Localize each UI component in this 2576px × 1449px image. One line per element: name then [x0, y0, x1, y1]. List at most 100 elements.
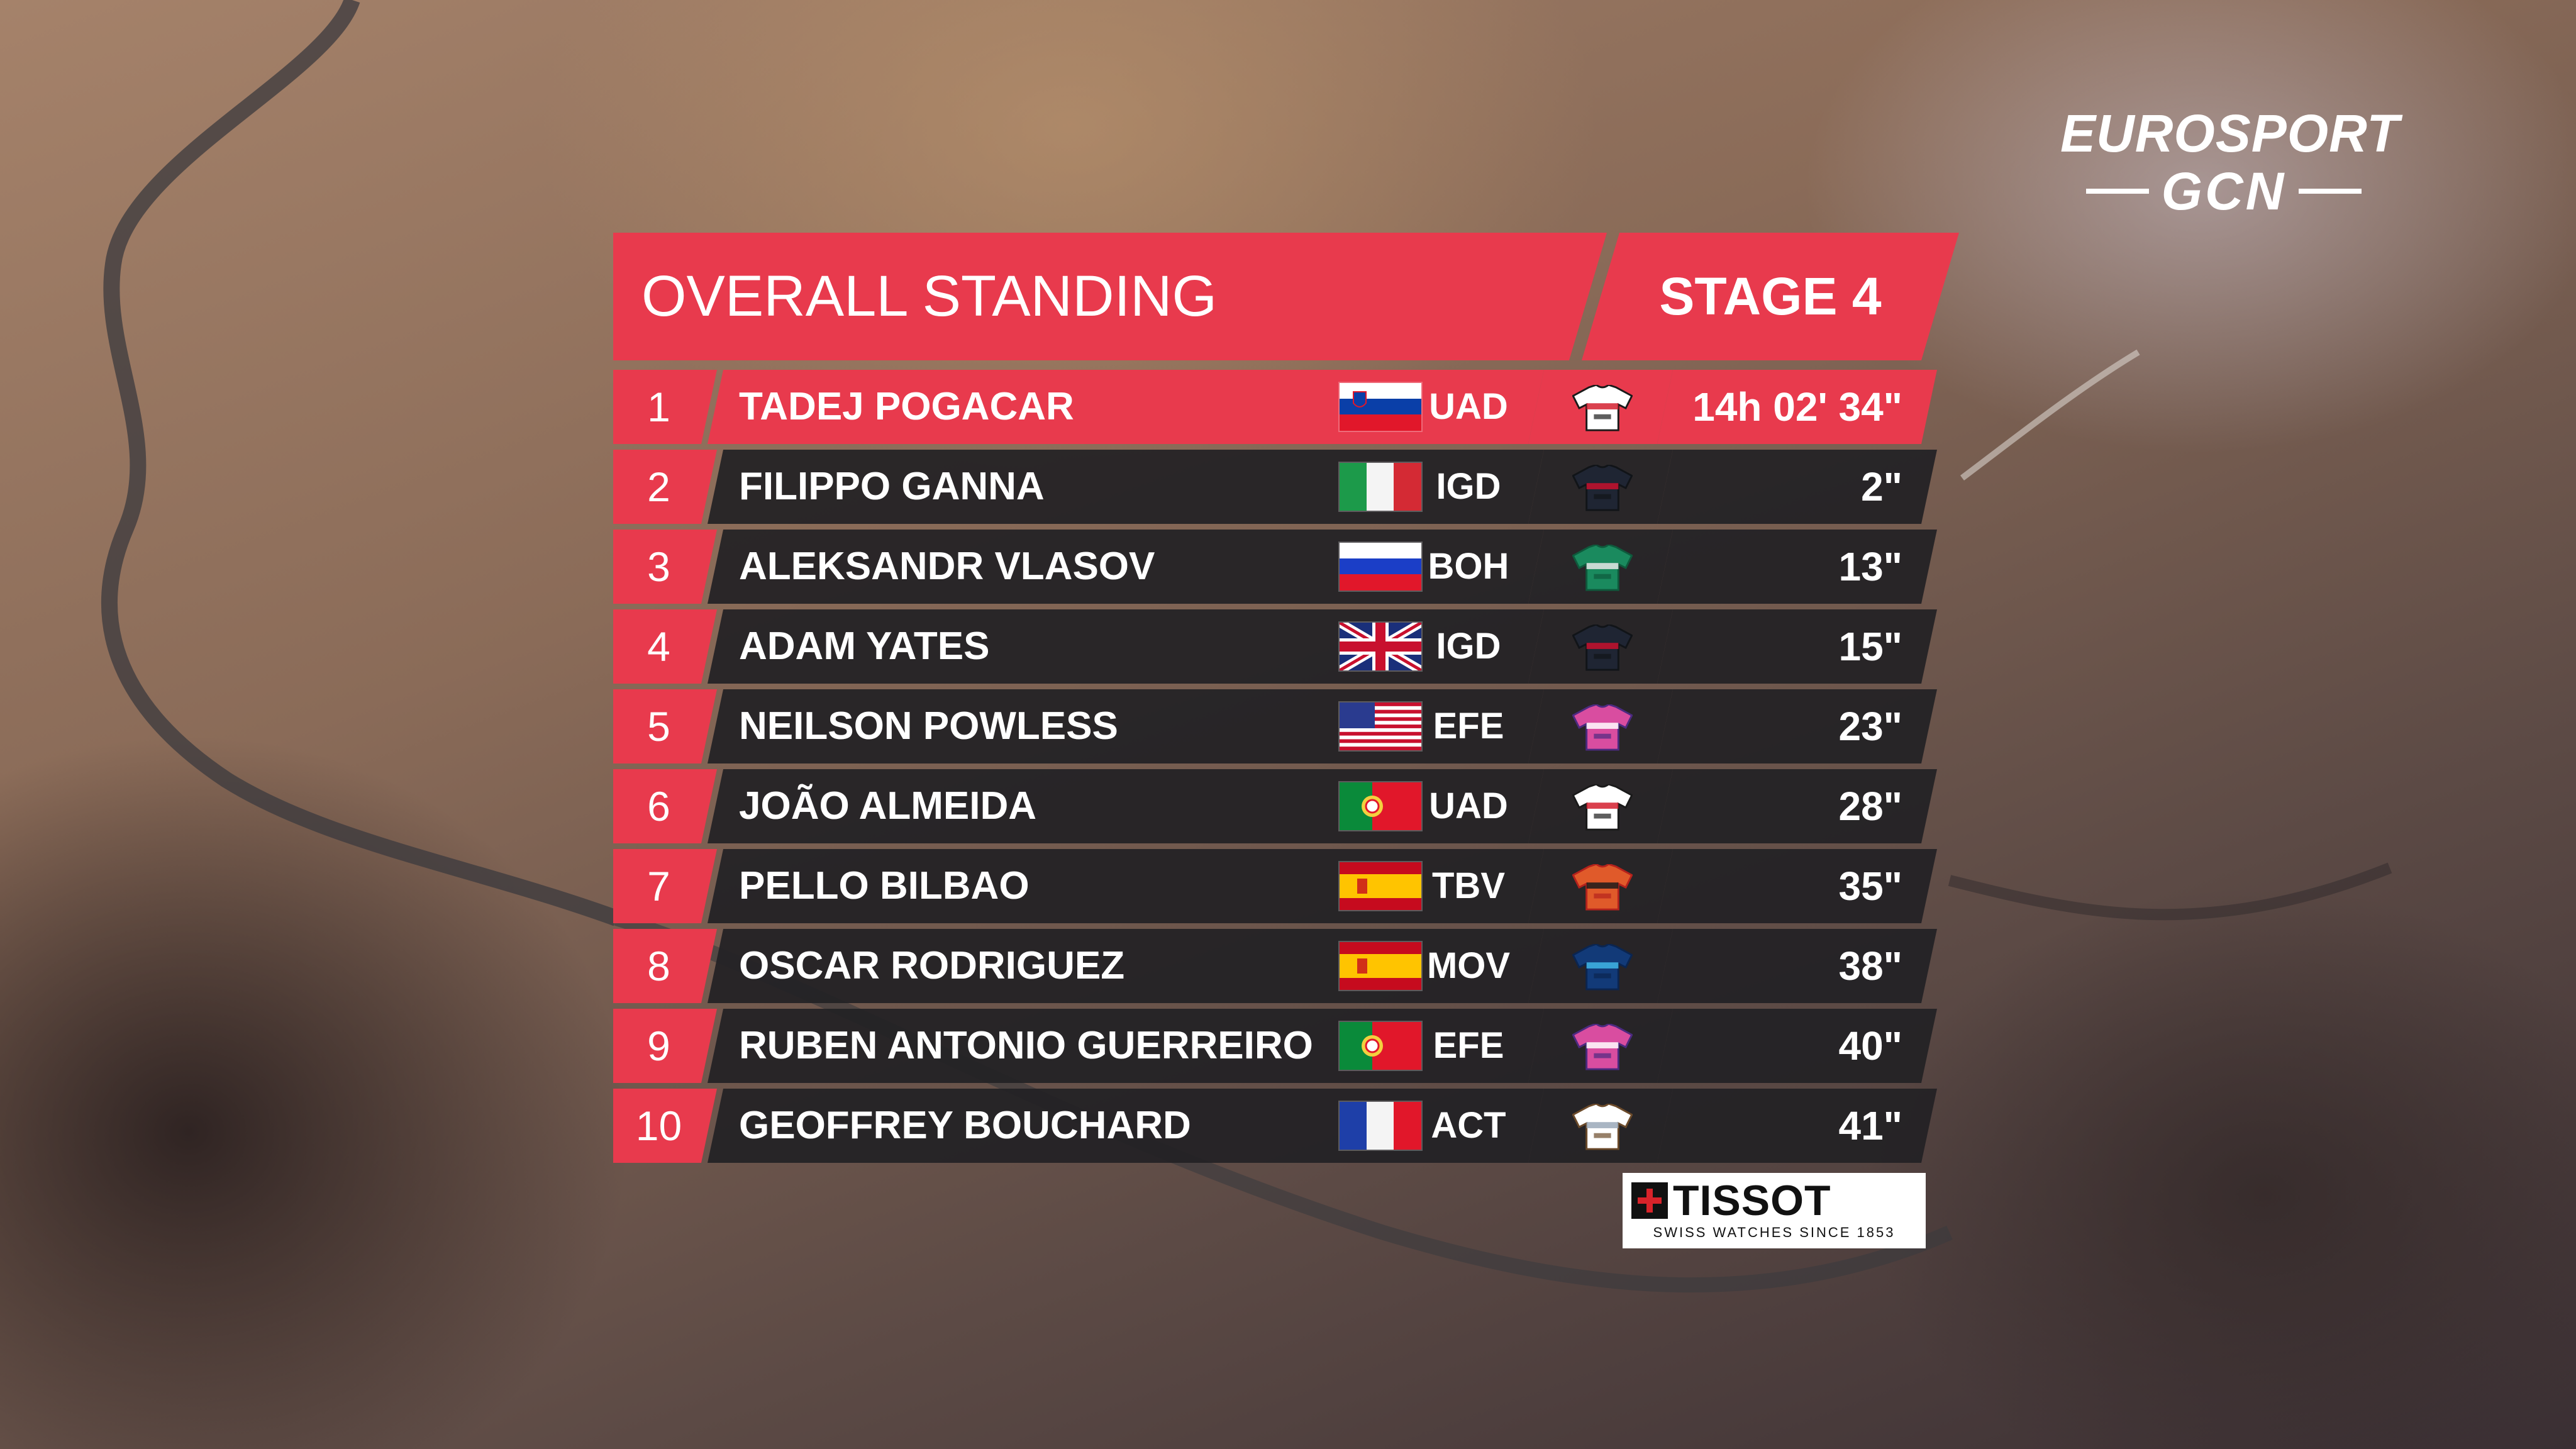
rank-number: 5 [613, 689, 717, 763]
jersey-cell [1528, 370, 1673, 444]
sponsor-logo: TISSOT SWISS WATCHES SINCE 1853 [1623, 1173, 1926, 1248]
jersey-cell [1528, 530, 1673, 604]
team-code: ACT [1431, 1105, 1506, 1146]
rank-number: 7 [613, 849, 717, 923]
standing-row: 1 TADEJ POGACAR UAD 14h 02' 34" [613, 370, 1975, 444]
jersey-uae-icon [1572, 385, 1633, 431]
jersey-bahrain-icon [1572, 864, 1633, 911]
jersey-cell [1528, 1089, 1673, 1163]
standings-header: OVERALL STANDING STAGE 4 [613, 233, 1975, 360]
time-cell: 28" [1657, 769, 1937, 843]
time-cell: 14h 02' 34" [1657, 370, 1937, 444]
stage-label: STAGE 4 [1659, 267, 1882, 326]
logo-bar-left [2085, 189, 2149, 194]
standing-row: 4 ADAM YATES IGD 15" [613, 609, 1975, 684]
rank-number: 8 [613, 929, 717, 1003]
standing-row: 5 NEILSON POWLESS EFE 23" [613, 689, 1975, 763]
rank-number: 9 [613, 1009, 717, 1083]
rider-name: OSCAR RODRIGUEZ [739, 944, 1125, 987]
jersey-cell [1528, 609, 1673, 684]
rider-name: RUBEN ANTONIO GUERREIRO [739, 1024, 1313, 1067]
team-code: IGD [1436, 466, 1501, 507]
time-gap: 14h 02' 34" [1692, 384, 1902, 430]
logo-bar-right [2299, 189, 2362, 194]
flag-usa-icon [1340, 702, 1421, 750]
time-gap: 13" [1838, 544, 1902, 589]
flag-italy-icon [1340, 463, 1421, 511]
rank-number: 1 [613, 370, 717, 444]
rank-number: 6 [613, 769, 717, 843]
jersey-cell [1528, 689, 1673, 763]
rider-name: ALEKSANDR VLASOV [739, 545, 1155, 588]
jersey-ef-icon [1572, 1024, 1633, 1070]
rider-name: FILIPPO GANNA [739, 465, 1045, 508]
standing-row: 10 GEOFFREY BOUCHARD ACT 41" [613, 1089, 1975, 1163]
swiss-cross-icon [1631, 1182, 1668, 1219]
time-cell: 41" [1657, 1089, 1937, 1163]
standing-row: 9 RUBEN ANTONIO GUERREIRO EFE 40" [613, 1009, 1975, 1083]
sponsor-tagline: SWISS WATCHES SINCE 1853 [1653, 1224, 1896, 1240]
jersey-movistar-icon [1572, 944, 1633, 991]
standings-title: OVERALL STANDING [641, 264, 1218, 328]
standing-row: 7 PELLO BILBAO TBV 35" [613, 849, 1975, 923]
jersey-bora-icon [1572, 545, 1633, 591]
flag-spain-icon [1340, 942, 1421, 990]
time-cell: 13" [1657, 530, 1937, 604]
rider-name: JOÃO ALMEIDA [739, 784, 1037, 828]
sponsor-name: TISSOT [1673, 1177, 1831, 1224]
jersey-cell [1528, 450, 1673, 524]
jersey-cell [1528, 849, 1673, 923]
flag-russia-icon [1340, 543, 1421, 591]
team-code: IGD [1436, 626, 1501, 667]
time-gap: 23" [1838, 704, 1902, 749]
rank-number: 4 [613, 609, 717, 684]
jersey-cell [1528, 929, 1673, 1003]
time-gap: 41" [1838, 1103, 1902, 1148]
jersey-uae-icon [1572, 784, 1633, 831]
rank-number: 3 [613, 530, 717, 604]
rider-name: PELLO BILBAO [739, 864, 1030, 908]
broadcaster-logo: EUROSPORT GCN [2060, 104, 2400, 218]
time-cell: 38" [1657, 929, 1937, 1003]
rank-number: 2 [613, 450, 717, 524]
time-gap: 28" [1838, 784, 1902, 829]
team-code: BOH [1428, 546, 1509, 587]
jersey-ag2r-icon [1572, 1104, 1633, 1150]
team-code: TBV [1432, 865, 1505, 906]
rider-name: TADEJ POGACAR [739, 385, 1074, 428]
standings-board: OVERALL STANDING STAGE 4 1 TADEJ POGACAR U… [613, 233, 1975, 360]
standing-row: 2 FILIPPO GANNA IGD 2" [613, 450, 1975, 524]
jersey-cell [1528, 769, 1673, 843]
jersey-ef-icon [1572, 704, 1633, 751]
time-cell: 40" [1657, 1009, 1937, 1083]
time-cell: 2" [1657, 450, 1937, 524]
flag-uk-icon [1340, 623, 1421, 670]
team-code: MOV [1426, 945, 1511, 986]
flag-portugal-icon [1340, 1022, 1421, 1070]
team-code: UAD [1429, 386, 1508, 427]
jersey-cell [1528, 1009, 1673, 1083]
rider-name: GEOFFREY BOUCHARD [739, 1104, 1191, 1147]
time-gap: 2" [1861, 464, 1902, 509]
time-gap: 40" [1838, 1023, 1902, 1069]
jersey-ineos-icon [1572, 625, 1633, 671]
flag-slovenia-icon [1340, 383, 1421, 431]
team-code: EFE [1433, 706, 1504, 747]
rank-number: 10 [613, 1089, 717, 1163]
title-panel: OVERALL STANDING [613, 233, 1607, 360]
eurosport-wordmark: EUROSPORT [2060, 104, 2400, 163]
standing-row: 3 ALEKSANDR VLASOV BOH 13" [613, 530, 1975, 604]
rider-name: NEILSON POWLESS [739, 704, 1118, 748]
standing-row: 6 JOÃO ALMEIDA UAD 28" [613, 769, 1975, 843]
flag-portugal-icon [1340, 782, 1421, 830]
time-gap: 38" [1838, 943, 1902, 989]
time-gap: 15" [1838, 624, 1902, 669]
flag-spain-icon [1340, 862, 1421, 910]
time-cell: 23" [1657, 689, 1937, 763]
time-gap: 35" [1838, 863, 1902, 909]
time-cell: 35" [1657, 849, 1937, 923]
team-code: EFE [1433, 1025, 1504, 1066]
time-cell: 15" [1657, 609, 1937, 684]
gcn-wordmark: GCN [2161, 162, 2287, 221]
stage-panel: STAGE 4 [1582, 233, 1959, 360]
